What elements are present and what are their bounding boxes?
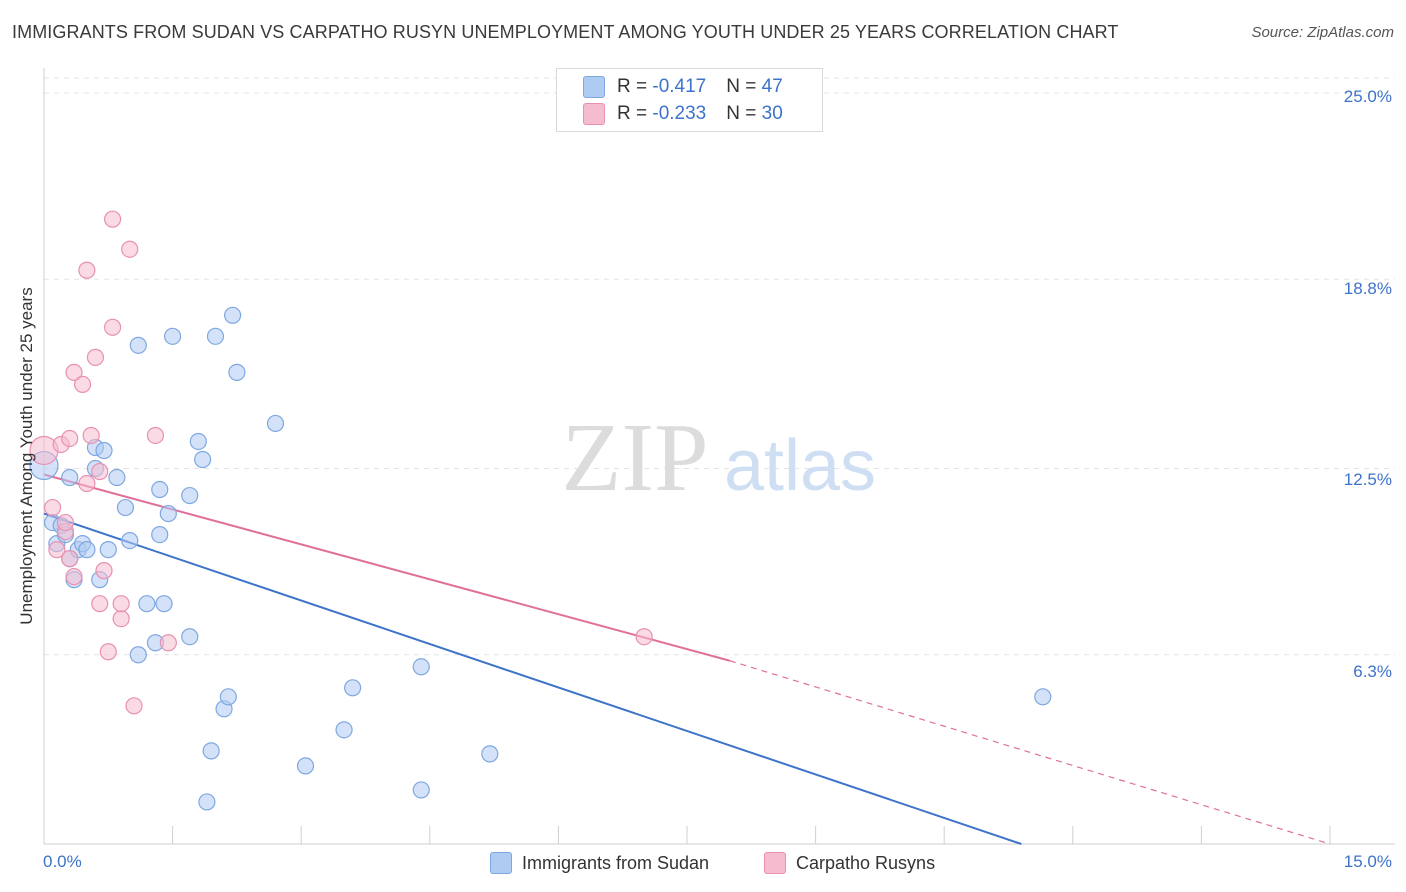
- watermark-zip: ZIP: [562, 404, 709, 512]
- sudan-point: [206, 327, 225, 345]
- legend-row-rusyn: R = -0.233 N = 30: [583, 102, 783, 126]
- legend-r-label: R =: [617, 103, 653, 124]
- watermark-atlas: atlas: [724, 426, 876, 506]
- rusyn-trend-line: [43, 473, 731, 662]
- rusyn-point: [65, 568, 83, 586]
- sudan-point: [412, 781, 430, 799]
- rusyn-point: [78, 474, 96, 493]
- sudan-point: [481, 745, 499, 763]
- y-tick-label: 6.3%: [1353, 662, 1392, 681]
- legend-swatch-blue: [583, 76, 605, 98]
- sudan-point: [202, 742, 220, 760]
- source-label: Source: ZipAtlas.com: [1251, 24, 1394, 41]
- sudan-point: [189, 432, 207, 451]
- sudan-point: [224, 306, 242, 324]
- legend-label-rusyn: Carpatho Rusyns: [796, 852, 936, 873]
- rusyn-point: [112, 610, 130, 628]
- data-points: [29, 210, 1052, 811]
- sudan-point: [335, 721, 353, 739]
- rusyn-point: [82, 426, 100, 445]
- rusyn-point: [78, 261, 96, 279]
- legend-r-value: -0.233: [652, 103, 707, 124]
- rusyn-point: [159, 634, 177, 652]
- rusyn-trend-extension: [729, 660, 1331, 845]
- legend-swatch-pink: [583, 103, 605, 125]
- rusyn-point: [112, 595, 130, 613]
- rusyn-point: [48, 541, 66, 559]
- rusyn-point: [61, 429, 79, 448]
- sudan-point: [228, 363, 246, 381]
- grid-lines: [44, 77, 1395, 656]
- sudan-point: [198, 793, 216, 811]
- sudan-point: [266, 414, 285, 433]
- correlation-legend: R = -0.417 N = 47 R = -0.233 N = 30: [556, 68, 823, 132]
- sudan-trend-line: [43, 512, 1022, 845]
- rusyn-point: [103, 210, 122, 228]
- y-tick-label: 25.0%: [1343, 87, 1392, 106]
- sudan-point: [99, 541, 117, 559]
- legend-swatch-pink: [764, 852, 786, 874]
- legend-r-value: -0.417: [652, 76, 707, 97]
- rusyn-point: [86, 348, 105, 366]
- sudan-point: [159, 504, 177, 523]
- legend-r-label: R =: [617, 76, 653, 97]
- sudan-point: [108, 468, 126, 487]
- sudan-point: [181, 628, 199, 646]
- sudan-point: [181, 486, 199, 505]
- sudan-point: [129, 336, 147, 354]
- rusyn-point: [91, 462, 109, 481]
- legend-n-value: 47: [761, 76, 783, 97]
- rusyn-point: [121, 240, 139, 258]
- y-tick-label: 12.5%: [1343, 470, 1392, 489]
- sudan-point: [164, 327, 182, 345]
- sudan-point: [61, 468, 79, 487]
- y-tick-label: 18.8%: [1343, 279, 1392, 298]
- sudan-point: [344, 679, 362, 697]
- sudan-point: [296, 757, 315, 775]
- sudan-point: [1034, 688, 1052, 706]
- legend-row-sudan: R = -0.417 N = 47: [583, 75, 783, 99]
- rusyn-point: [73, 375, 92, 393]
- axes: [43, 68, 1395, 845]
- sudan-point: [194, 450, 212, 469]
- legend-swatch-blue: [490, 852, 512, 874]
- rusyn-point: [635, 628, 653, 646]
- rusyn-point: [91, 595, 109, 613]
- chart-title: IMMIGRANTS FROM SUDAN VS CARPATHO RUSYN …: [12, 22, 1119, 42]
- sudan-point: [121, 532, 139, 550]
- legend-label-sudan: Immigrants from Sudan: [522, 852, 710, 873]
- sudan-point: [155, 595, 173, 613]
- sudan-point: [151, 480, 169, 499]
- legend-n-value: 30: [761, 103, 783, 124]
- rusyn-point: [146, 426, 165, 445]
- rusyn-point: [125, 697, 143, 715]
- sudan-point: [412, 658, 430, 676]
- legend-n-label: N =: [726, 76, 762, 97]
- sudan-point: [95, 441, 113, 460]
- series-legend-sudan: Immigrants from Sudan: [490, 852, 709, 874]
- sudan-point: [129, 646, 147, 664]
- rusyn-point: [43, 498, 62, 517]
- sudan-point: [219, 688, 237, 706]
- y-axis-label: Unemployment Among Youth under 25 years: [17, 287, 36, 625]
- series-legend-rusyn: Carpatho Rusyns: [764, 852, 935, 874]
- legend-n-label: N =: [726, 103, 762, 124]
- rusyn-point: [95, 562, 113, 580]
- rusyn-point: [61, 550, 79, 568]
- rusyn-point: [65, 363, 83, 381]
- sudan-point: [116, 498, 135, 517]
- x-tick-label-max: 15.0%: [1343, 852, 1392, 871]
- x-tick-label-min: 0.0%: [43, 852, 82, 871]
- sudan-point: [138, 595, 156, 613]
- trend-lines: [43, 473, 1331, 845]
- sudan-point: [151, 525, 169, 544]
- rusyn-point: [56, 513, 75, 532]
- rusyn-point: [103, 318, 122, 336]
- sudan-point: [78, 541, 96, 559]
- rusyn-point: [99, 643, 117, 661]
